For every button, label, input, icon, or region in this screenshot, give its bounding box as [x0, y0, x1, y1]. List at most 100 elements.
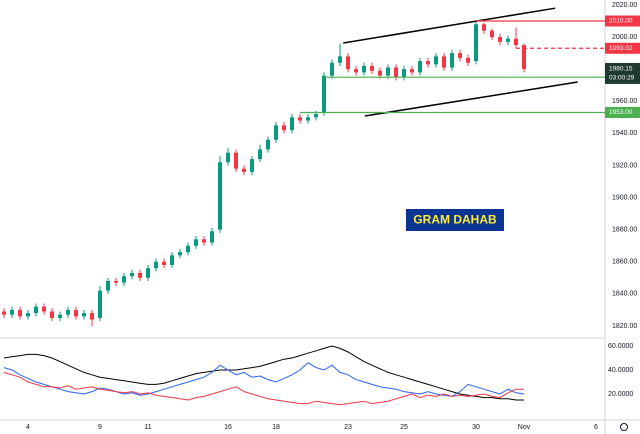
candle-body — [106, 281, 110, 291]
y-tick-label: 1880.00 — [612, 227, 637, 234]
candle-body — [442, 56, 446, 68]
candle-body — [274, 125, 278, 140]
x-tick-label: 9 — [98, 424, 102, 431]
candle-body — [282, 125, 286, 131]
candle-body — [178, 252, 182, 256]
candle-body — [114, 281, 118, 283]
candle-body — [402, 69, 406, 78]
candle-body — [266, 139, 270, 150]
candle-body — [498, 37, 502, 42]
indicator-line — [3, 345, 524, 401]
candle-body — [234, 152, 238, 169]
candle-body — [418, 61, 422, 73]
candle-body — [458, 53, 462, 58]
candle-body — [506, 38, 510, 42]
candle-body — [426, 61, 430, 65]
countdown-label: 03:00:29 — [609, 75, 635, 82]
price-label-bg — [605, 107, 640, 119]
settings-gear[interactable] — [620, 423, 628, 431]
candle-body — [354, 69, 358, 73]
y-tick-label: 1840.00 — [612, 291, 637, 298]
candle-body — [338, 56, 342, 63]
candle-body — [474, 24, 478, 62]
annotation: GRAM DAHAB — [413, 213, 497, 227]
x-tick-label: 25 — [400, 424, 408, 431]
candle-body — [170, 255, 174, 265]
candle-body — [26, 313, 30, 317]
x-tick-label: 30 — [472, 424, 480, 431]
indicator-line — [3, 371, 524, 406]
candle-body — [10, 309, 14, 315]
candle-body — [314, 114, 318, 118]
candle-body — [330, 62, 334, 76]
candle-body — [162, 261, 166, 265]
candle-body — [306, 117, 310, 121]
indicator-line — [3, 362, 525, 397]
candle-body — [346, 56, 350, 70]
candle-body — [2, 311, 6, 315]
x-tick-label: Nov — [518, 424, 531, 431]
x-tick-label: 18 — [272, 424, 280, 431]
y2-tick-label: 40.0000 — [608, 367, 633, 374]
candle-body — [514, 38, 518, 46]
candle-body — [362, 65, 366, 73]
y-tick-label: 1920.00 — [612, 162, 637, 169]
last-price-bg — [605, 62, 640, 84]
settings-icon[interactable] — [620, 423, 628, 431]
candle-body — [90, 313, 94, 320]
price-label: 2010.00 — [609, 18, 633, 25]
price-label-bg — [605, 42, 640, 54]
candle-body — [194, 239, 198, 246]
x-tick-label: 4 — [26, 424, 30, 431]
candle-body — [122, 276, 126, 283]
candle-body — [82, 313, 86, 317]
candle-body — [394, 67, 398, 78]
candle-body — [490, 30, 494, 38]
candle-body — [146, 268, 150, 278]
candle-body — [226, 152, 230, 163]
y-tick-label: 1900.00 — [612, 194, 637, 201]
x-tick-label: 11 — [144, 424, 151, 431]
trend-line — [364, 81, 578, 117]
candle-body — [370, 65, 374, 71]
candle-body — [298, 117, 302, 121]
candle-body — [450, 53, 454, 68]
x-tick-label: 16 — [224, 424, 232, 431]
candle-body — [18, 309, 22, 317]
candle-body — [186, 245, 190, 253]
candle-body — [74, 309, 78, 317]
price-label: 1993.02 — [609, 45, 633, 52]
candle-body — [66, 309, 70, 315]
candle-body — [58, 314, 62, 318]
y-tick-label: 1820.00 — [612, 323, 637, 330]
candle-body — [98, 290, 102, 318]
candle-body — [130, 273, 134, 277]
x-tick-label: 23 — [344, 424, 352, 431]
candle-body — [434, 56, 438, 65]
candle-body — [258, 149, 262, 160]
candle-body — [210, 231, 214, 243]
candle-body — [482, 24, 486, 31]
candle-body — [466, 57, 470, 63]
y-tick-label: 2020.00 — [612, 2, 637, 9]
candle-body — [378, 70, 382, 76]
candle-body — [250, 159, 254, 172]
x-tick-label: 6 — [594, 424, 598, 431]
candle-body — [290, 117, 294, 131]
trend-line — [343, 7, 556, 44]
candle-body — [42, 306, 46, 312]
price-label: 1953.00 — [609, 109, 633, 116]
candle-body — [154, 261, 158, 269]
candle-body — [50, 311, 54, 318]
candle-body — [522, 45, 526, 69]
y2-tick-label: 20.0000 — [608, 391, 633, 398]
candle-body — [202, 239, 206, 243]
candle-body — [34, 306, 38, 314]
y2-tick-label: 60.0000 — [608, 343, 633, 350]
candle-body — [242, 168, 246, 172]
y-tick-label: 1860.00 — [612, 259, 637, 266]
price-label-bg — [605, 15, 640, 27]
candle-body — [410, 69, 414, 73]
candle-body — [322, 75, 326, 113]
